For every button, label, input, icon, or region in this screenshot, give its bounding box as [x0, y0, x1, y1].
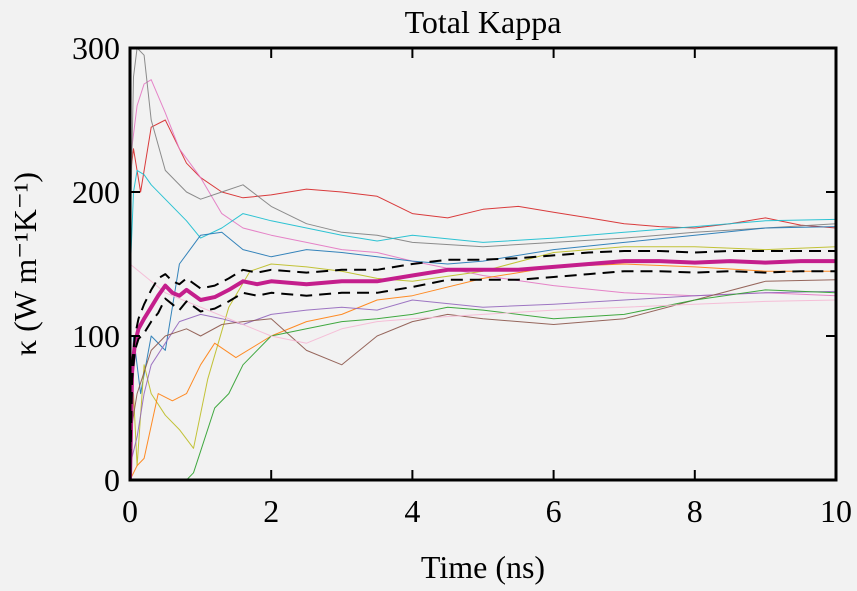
plot-area — [130, 48, 836, 480]
x-tick-label: 10 — [820, 493, 852, 529]
x-tick-label: 4 — [404, 493, 420, 529]
series-line-run-3 — [130, 48, 836, 250]
series-line-upper-ci — [130, 250, 836, 480]
series-line-run-4 — [130, 169, 836, 279]
y-tick-label: 100 — [72, 318, 120, 354]
y-axis-label: κ (W m⁻¹K⁻¹) — [7, 172, 43, 356]
plot-frame — [128, 46, 838, 482]
y-tick-label: 200 — [72, 174, 120, 210]
x-tick-label: 2 — [263, 493, 279, 529]
series-line-lower-ci — [130, 270, 836, 480]
x-axis-label: Time (ns) — [421, 549, 545, 585]
chart-title: Total Kappa — [405, 4, 562, 40]
y-tick-label: 300 — [72, 30, 120, 66]
series-line-run-10 — [130, 289, 836, 480]
series-line-run-5 — [130, 226, 836, 452]
y-tick-label: 0 — [104, 462, 120, 498]
series-line-run-11 — [130, 263, 836, 344]
series-line-run-8 — [130, 290, 836, 466]
series-line-run-2 — [130, 79, 836, 297]
x-tick-label: 6 — [546, 493, 562, 529]
x-tick-label: 8 — [687, 493, 703, 529]
series-line-run-7 — [130, 263, 836, 480]
series-line-run-1 — [130, 119, 836, 229]
series-layer — [130, 48, 836, 480]
x-tick-label: 0 — [122, 493, 138, 529]
series-line-run-9 — [130, 279, 836, 437]
series-line-mean — [130, 259, 836, 480]
